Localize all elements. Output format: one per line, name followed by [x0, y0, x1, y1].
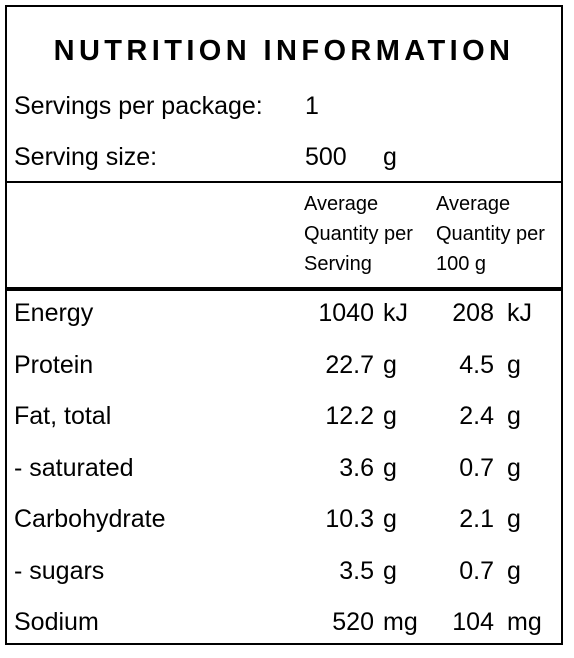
per-serving-unit: kJ: [383, 299, 408, 327]
header-per-serving: Average Quantity per Serving: [304, 189, 413, 279]
servings-value: 1: [305, 92, 319, 120]
nutrient-label: Energy: [14, 299, 94, 327]
per-serving-value: 22.7: [325, 350, 374, 379]
per-serving-unit: g: [383, 505, 397, 533]
nutrient-label: Protein: [14, 350, 94, 379]
nutrition-panel: NUTRITION INFORMATION Servings per packa…: [5, 5, 563, 645]
per-serving-unit: g: [383, 402, 397, 430]
header-line: Average: [304, 193, 379, 215]
per-serving-unit: g: [383, 453, 397, 482]
per-serving-unit: mg: [383, 608, 418, 636]
header-line: Average: [436, 193, 511, 215]
per-100g-unit: g: [507, 350, 521, 379]
nutrient-label: - sugars: [14, 556, 105, 585]
per-100g-value: 4.5: [459, 350, 494, 379]
per-100g-unit: kJ: [507, 299, 532, 327]
nutrient-label: Sodium: [14, 608, 99, 636]
per-serving-value: 520: [332, 608, 374, 636]
per-serving-value: 3.6: [339, 453, 374, 482]
per-100g-value: 0.7: [459, 556, 494, 585]
per-100g-unit: g: [507, 556, 521, 585]
header-per-100g: Average Quantity per 100 g: [436, 189, 545, 279]
per-100g-value: 2.1: [459, 505, 494, 533]
divider-thin: [7, 181, 561, 183]
per-100g-value: 2.4: [459, 402, 494, 430]
servings-label: Servings per package:: [14, 92, 263, 120]
per-100g-value: 0.7: [459, 453, 494, 482]
divider-thick: [7, 287, 561, 291]
per-serving-value: 12.2: [325, 402, 374, 430]
serving-size-label: Serving size:: [14, 143, 158, 171]
per-100g-value: 208: [452, 299, 494, 327]
serving-size-unit: g: [383, 143, 397, 171]
header-line: Quantity per: [304, 223, 413, 245]
per-100g-unit: mg: [507, 608, 542, 636]
per-serving-unit: g: [383, 350, 397, 379]
per-100g-unit: g: [507, 402, 521, 430]
nutrient-label: Fat, total: [14, 402, 112, 430]
nutrient-label: Carbohydrate: [14, 505, 166, 533]
panel-title: NUTRITION INFORMATION: [53, 35, 515, 67]
serving-size-value: 500: [305, 143, 347, 171]
header-line: Quantity per: [436, 223, 545, 245]
header-line: 100 g: [436, 253, 487, 275]
per-100g-unit: g: [507, 453, 521, 482]
per-serving-value: 3.5: [339, 556, 374, 585]
header-line: Serving: [304, 253, 372, 275]
per-100g-unit: g: [507, 505, 521, 533]
per-100g-value: 104: [452, 608, 494, 636]
per-serving-value: 1040: [318, 299, 374, 327]
per-serving-value: 10.3: [325, 505, 374, 533]
nutrient-label: - saturated: [14, 453, 134, 482]
per-serving-unit: g: [383, 556, 397, 585]
